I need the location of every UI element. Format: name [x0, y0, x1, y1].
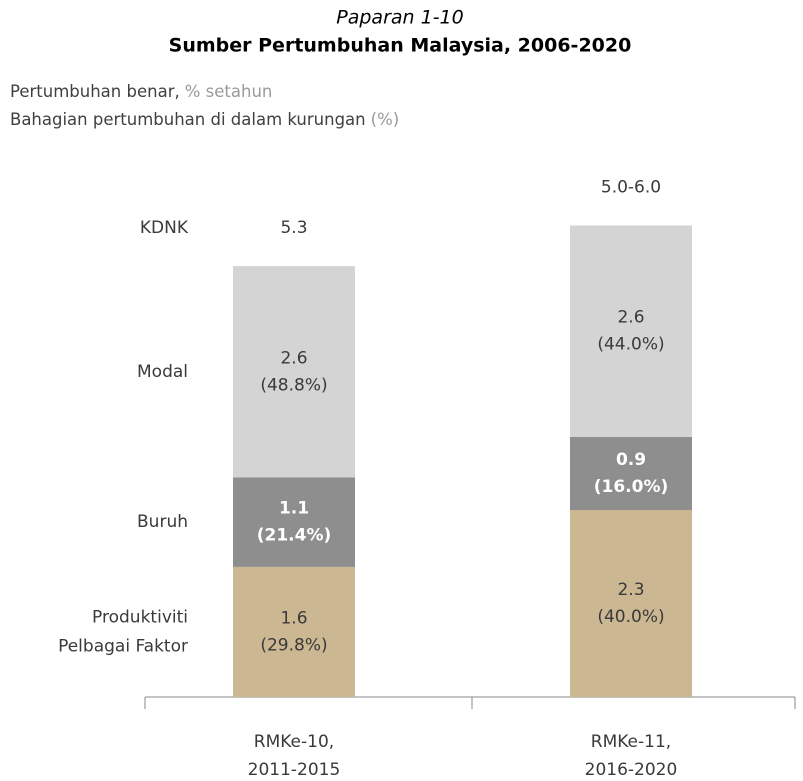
chart-subtitle: Sumber Pertumbuhan Malaysia, 2006-2020: [169, 35, 632, 57]
value-label: 2.3 (40.0%): [597, 580, 664, 627]
value-label: 1.1 (21.4%): [257, 499, 332, 546]
value-label: 1.6 (29.8%): [260, 608, 327, 655]
note-part: (%): [371, 110, 400, 129]
x-tick-label: RMKe-11, 2016-2020: [585, 732, 678, 780]
note: Pertumbuhan benar, % setahun: [10, 82, 272, 101]
note-part: Bahagian pertumbuhan di dalam kurungan: [10, 110, 366, 129]
chart-title: Paparan 1-10: [336, 7, 463, 29]
note: Bahagian pertumbuhan di dalam kurungan (%…: [10, 110, 399, 129]
value-label: 2.6 (48.8%): [260, 348, 327, 395]
legend-label: Buruh: [137, 512, 188, 532]
bar-segment: [570, 436, 692, 511]
bar-segment: [570, 510, 692, 697]
bar-segment: [233, 566, 355, 697]
bar-segment: [233, 266, 355, 478]
total-label: 5.3: [280, 218, 307, 238]
value-label: 0.9 (16.0%): [594, 450, 669, 497]
bar-segment: [570, 225, 692, 437]
x-tick-label: RMKe-10, 2011-2015: [248, 732, 341, 780]
total-name: KDNK: [140, 218, 189, 238]
legend-label: Modal: [137, 362, 188, 382]
note-part: Pertumbuhan benar,: [10, 82, 180, 101]
legend-label: Produktiviti Pelbagai Faktor: [58, 607, 188, 656]
total-label: 5.0-6.0: [601, 177, 661, 197]
note-part: % setahun: [185, 82, 273, 101]
value-label: 2.6 (44.0%): [597, 308, 664, 355]
bar-segment: [233, 477, 355, 567]
